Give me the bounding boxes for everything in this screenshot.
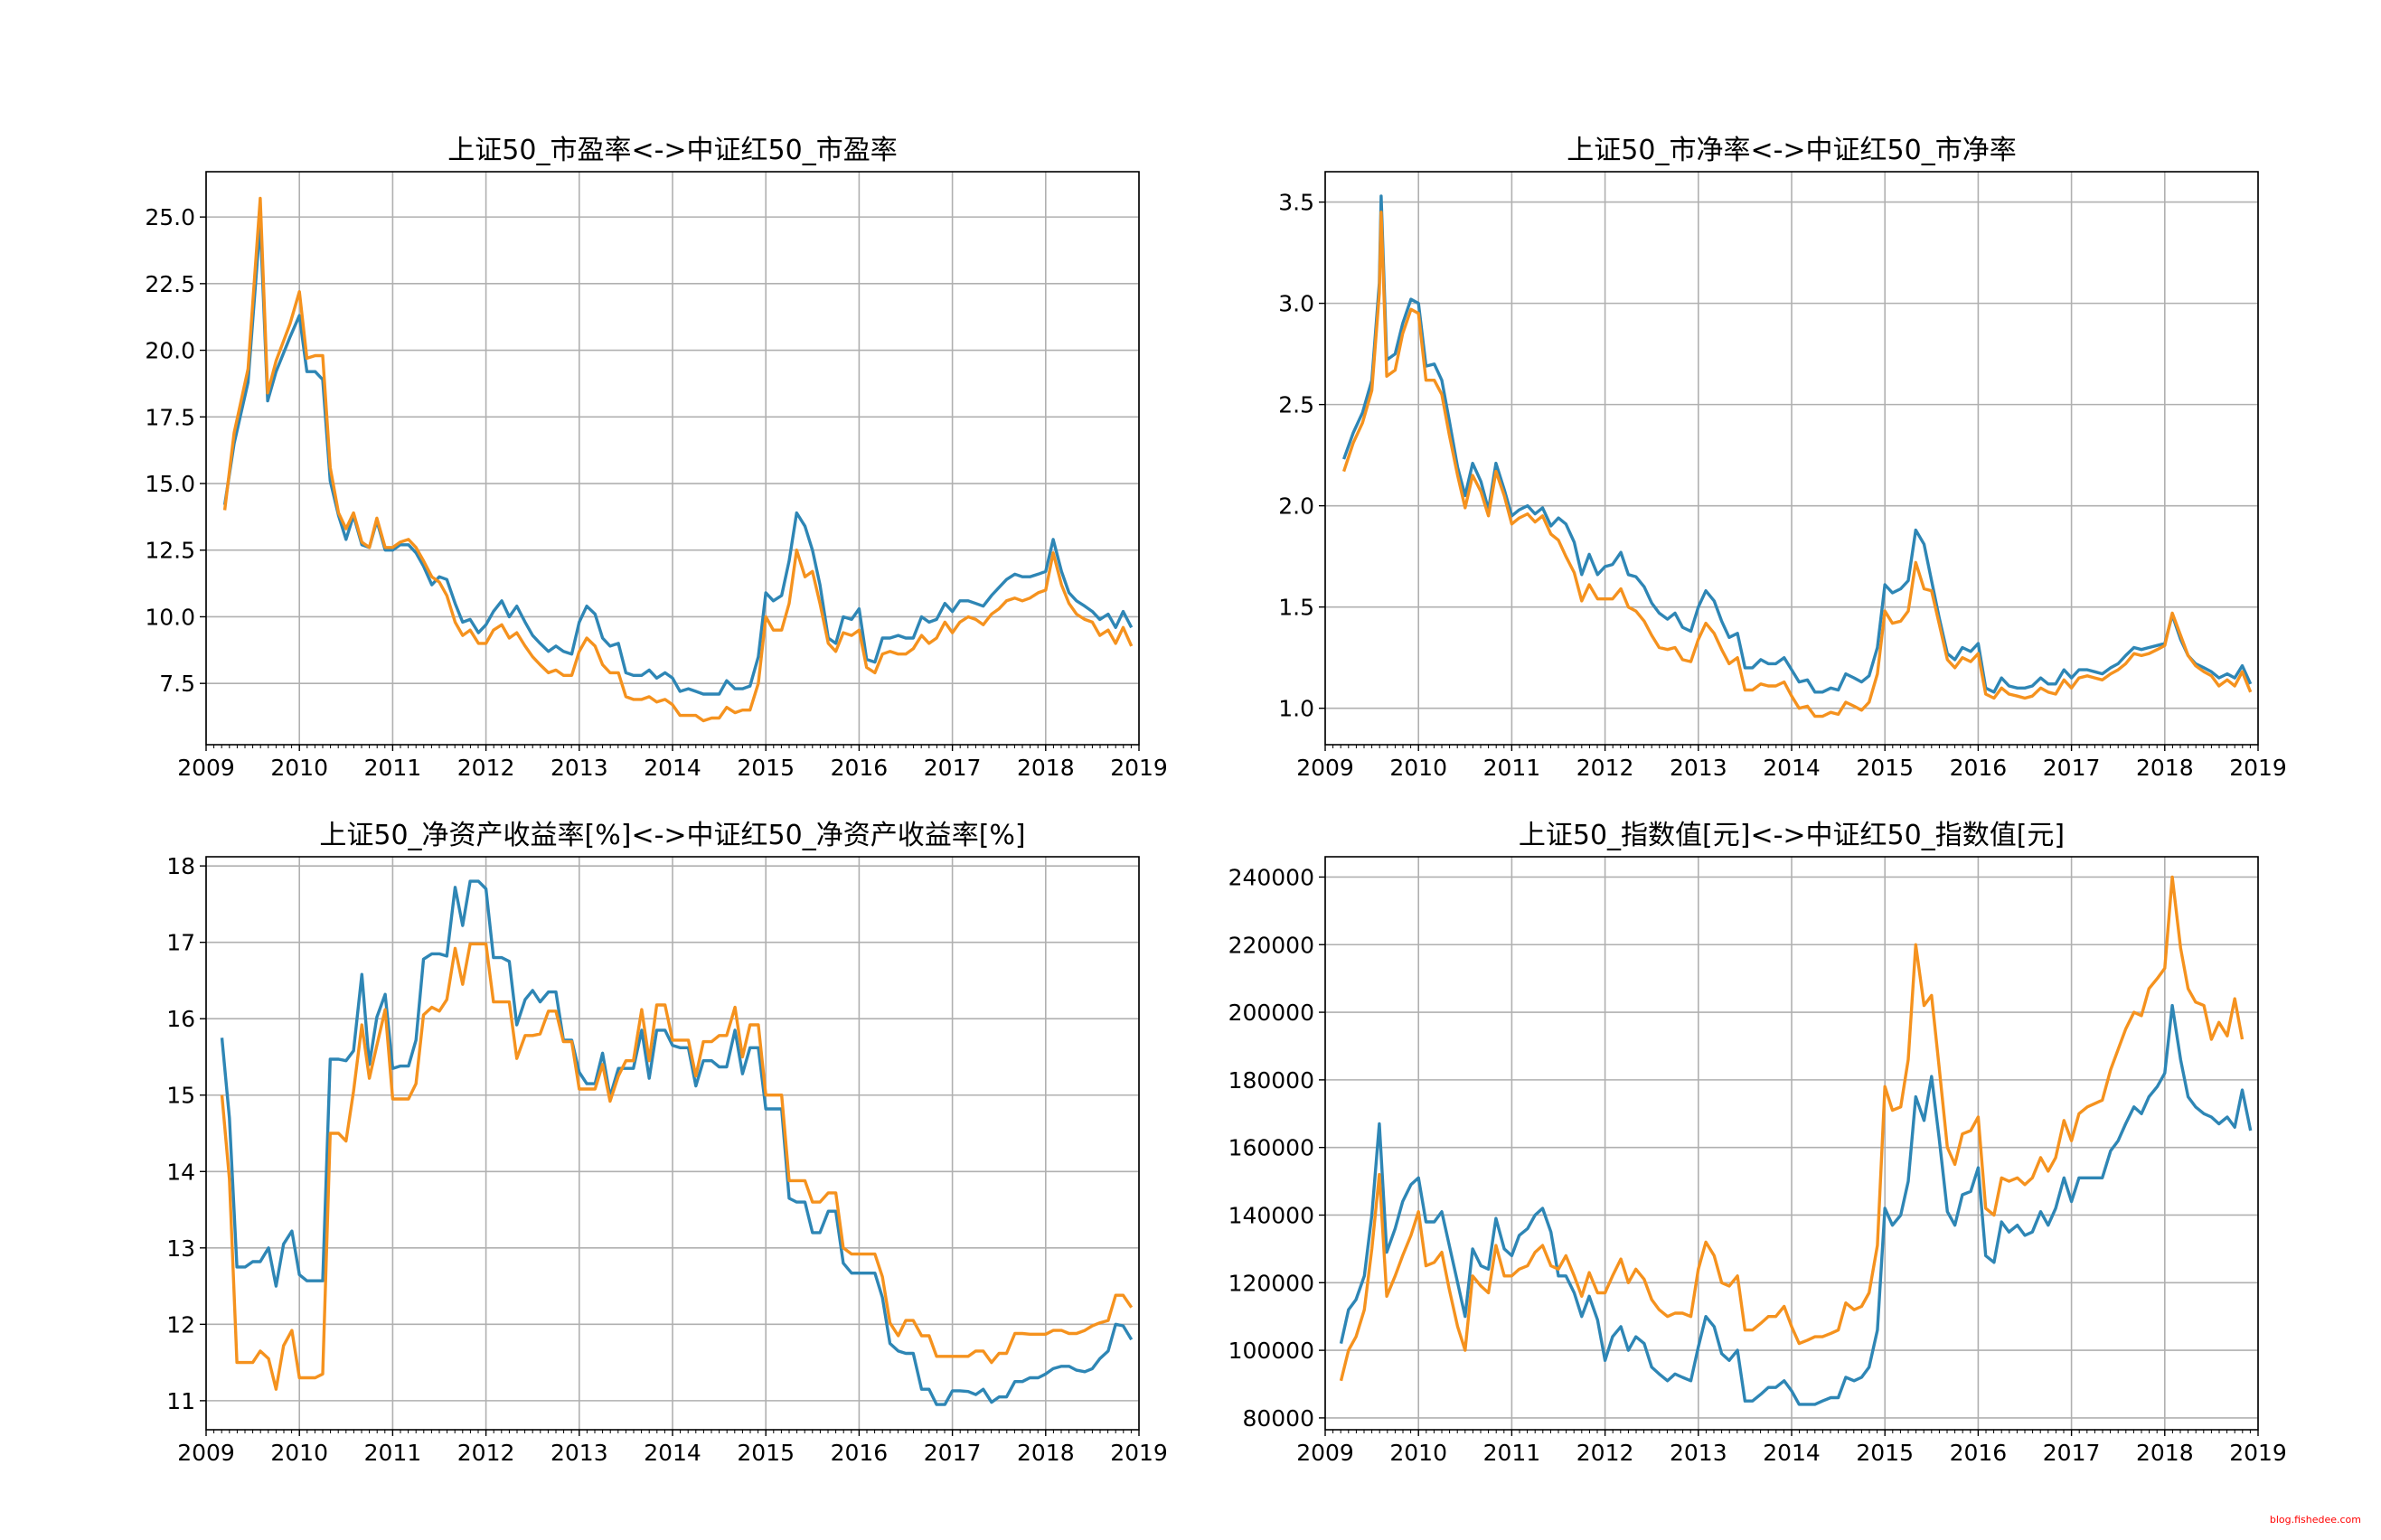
y-tick-label: 13 [166,1235,195,1262]
x-tick-label: 2015 [1856,755,1914,781]
y-tick-label: 3.5 [1278,190,1314,216]
x-tick-label: 2017 [924,755,982,781]
x-tick-label: 2014 [1763,1440,1821,1466]
series-line-0 [1339,1003,2253,1406]
x-tick-label: 2010 [270,755,328,781]
y-tick-label: 12.5 [145,538,195,564]
y-tick-label: 16 [166,1006,195,1032]
x-tick-label: 2016 [831,1440,889,1466]
series-line-1 [222,196,1134,723]
x-tick-label: 2009 [1296,1440,1354,1466]
x-tick-label: 2009 [177,1440,235,1466]
y-tick-label: 15 [166,1083,195,1109]
y-tick-label: 160000 [1228,1135,1314,1161]
y-tick-label: 1.5 [1278,595,1314,621]
x-tick-label: 2009 [1296,755,1354,781]
chart-title: 上证50_指数值[元]<->中证红50_指数值[元] [1519,820,2065,851]
y-tick-label: 120000 [1228,1270,1314,1296]
x-tick-label: 2012 [1576,1440,1634,1466]
axes-frame [1324,856,2259,1431]
x-tick-label: 2011 [1483,755,1541,781]
x-tick-label: 2013 [551,755,608,781]
x-tick-label: 2012 [457,755,515,781]
y-tick-label: 7.5 [159,671,195,697]
x-tick-label: 2018 [1017,1440,1075,1466]
x-tick-label: 2019 [2229,755,2287,781]
x-tick-label: 2017 [2043,755,2101,781]
y-tick-label: 17.5 [145,404,195,430]
chart-roe: 2009 2010 2011 2012 2013 2014 2015 2016 2017 2018… [166,820,1168,1466]
y-tick-label: 200000 [1228,1000,1314,1026]
y-tick-label: 17 [166,930,195,956]
y-tick-label: 180000 [1228,1067,1314,1094]
series-line-0 [222,221,1134,696]
series-line-1 [1339,875,2245,1382]
y-tick-label: 2.0 [1278,493,1314,520]
y-tick-label: 15.0 [145,471,195,497]
y-tick-label: 14 [166,1159,195,1185]
chart-index-value: 2009 2010 2011 2012 2013 2014 2015 2016 2017 2018… [1228,820,2287,1466]
y-tick-label: 11 [166,1388,195,1414]
x-tick-label: 2018 [2136,755,2194,781]
x-tick-label: 2011 [364,1440,422,1466]
x-tick-label: 2014 [644,755,701,781]
y-tick-label: 140000 [1228,1202,1314,1228]
x-tick-label: 2016 [831,755,889,781]
x-tick-label: 2012 [1576,755,1634,781]
x-tick-label: 2013 [551,1440,608,1466]
axes-frame [1324,171,2259,746]
chart-pe-ratio: 2009 2010 2011 2012 2013 2014 2015 2016 2017 2018… [145,135,1167,781]
watermark: blog.fishedee.com [2269,1514,2361,1526]
series-line-0 [220,879,1134,1406]
x-tick-label: 2017 [2043,1440,2101,1466]
x-tick-label: 2011 [1483,1440,1541,1466]
y-tick-label: 20.0 [145,338,195,364]
x-tick-label: 2013 [1670,755,1727,781]
chart-title: 上证50_净资产收益率[%]<->中证红50_净资产收益率[%] [319,820,1025,851]
x-tick-label: 2012 [457,1440,515,1466]
x-tick-label: 2009 [177,755,235,781]
y-tick-label: 25.0 [145,204,195,230]
x-tick-label: 2016 [1950,1440,2008,1466]
x-tick-label: 2014 [1763,755,1821,781]
y-tick-label: 2.5 [1278,392,1314,418]
x-tick-label: 2018 [1017,755,1075,781]
series-line-1 [1341,211,2253,718]
y-tick-label: 80000 [1242,1405,1314,1432]
x-tick-label: 2019 [1110,755,1168,781]
chart-title: 上证50_市盈率<->中证红50_市盈率 [447,135,897,166]
x-tick-label: 2016 [1950,755,2008,781]
y-tick-label: 18 [166,853,195,879]
x-tick-label: 2013 [1670,1440,1727,1466]
y-tick-label: 240000 [1228,864,1314,890]
axes-frame [205,856,1140,1431]
y-tick-label: 100000 [1228,1338,1314,1364]
axes-frame [205,171,1140,746]
x-tick-label: 2010 [1389,1440,1447,1466]
x-tick-label: 2014 [644,1440,701,1466]
x-tick-label: 2010 [1389,755,1447,781]
x-tick-label: 2019 [1110,1440,1168,1466]
y-tick-label: 10.0 [145,604,195,630]
x-tick-label: 2010 [270,1440,328,1466]
x-tick-label: 2015 [737,1440,795,1466]
y-tick-label: 12 [166,1311,195,1338]
x-tick-label: 2015 [1856,1440,1914,1466]
series-line-1 [220,942,1134,1391]
y-tick-label: 1.0 [1278,696,1314,722]
x-tick-label: 2018 [2136,1440,2194,1466]
chart-title: 上证50_市净率<->中证红50_市净率 [1567,135,2016,166]
y-tick-label: 3.0 [1278,291,1314,317]
x-tick-label: 2017 [924,1440,982,1466]
y-tick-label: 220000 [1228,932,1314,958]
x-tick-label: 2011 [364,755,422,781]
y-tick-label: 22.5 [145,271,195,297]
x-tick-label: 2015 [737,755,795,781]
chart-pb-ratio: 2009 2010 2011 2012 2013 2014 2015 2016 2017 2018… [1278,135,2287,781]
x-tick-label: 2019 [2229,1440,2287,1466]
